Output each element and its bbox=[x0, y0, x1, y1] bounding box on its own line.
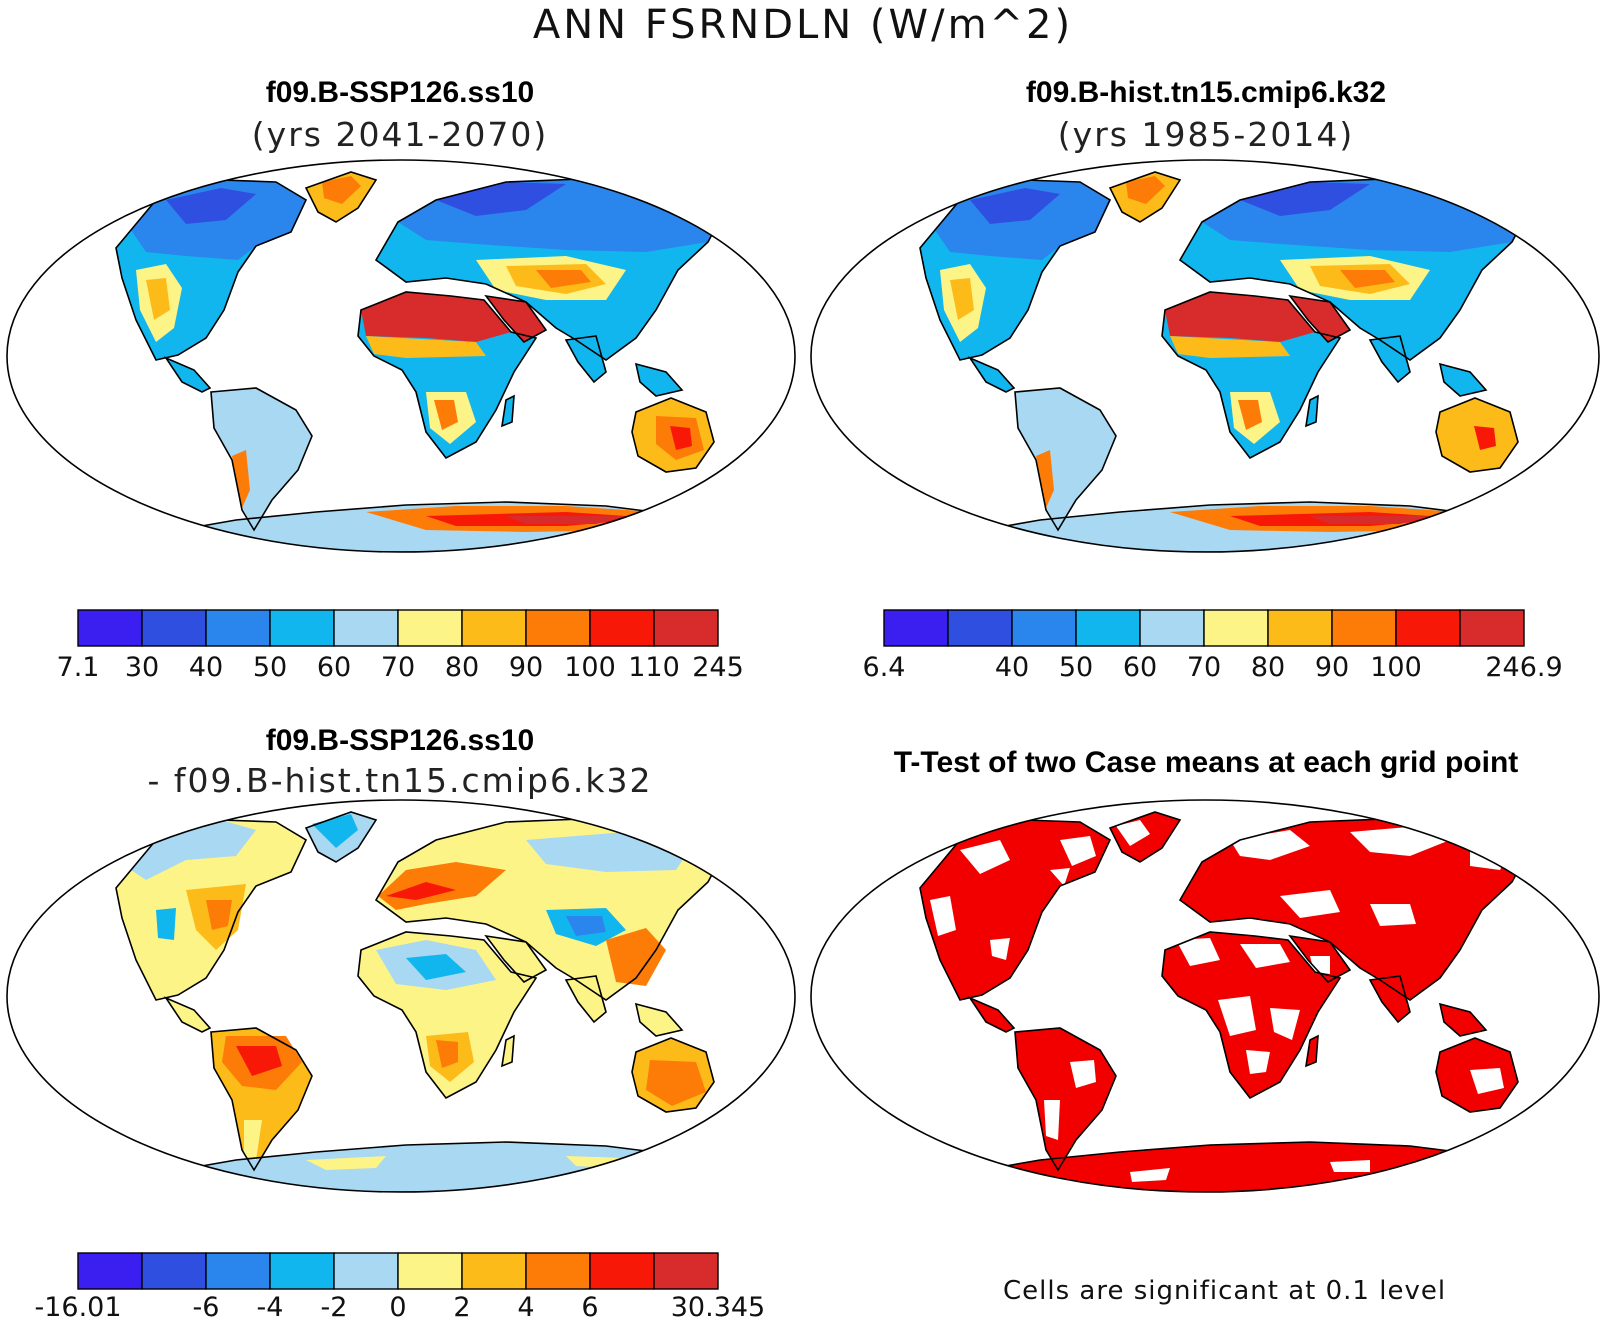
colorbar-label: 7.1 bbox=[56, 652, 100, 683]
figure-title: ANN FSRNDLN (W/m^2) bbox=[532, 2, 1074, 48]
panel-subtitle-bottom-left: - f09.B-hist.tn15.cmip6.k32 bbox=[147, 761, 653, 800]
colorbar-swatch bbox=[653, 1252, 719, 1290]
colorbar-label: 4 bbox=[517, 1292, 535, 1323]
colorbar-label: 50 bbox=[252, 652, 288, 683]
colorbar-label: 50 bbox=[1058, 652, 1094, 683]
colorbar-swatch bbox=[1459, 609, 1525, 647]
colorbar-label: 40 bbox=[994, 652, 1030, 683]
panel-title-top-left: f09.B-SSP126.ss10 bbox=[265, 76, 535, 109]
colorbar-label: 245 bbox=[692, 652, 744, 683]
colorbar-labels-bottom-left: -16.01 -6 -4 -2 0 2 4 6 30.345 bbox=[34, 1292, 765, 1326]
colorbar-label: 2 bbox=[453, 1292, 471, 1323]
map-top-left bbox=[6, 159, 796, 553]
colorbar-swatch bbox=[1203, 609, 1269, 647]
significance-note: Cells are significant at 0.1 level bbox=[1003, 1276, 1447, 1306]
colorbar-swatch bbox=[269, 609, 335, 647]
colorbar-label: 60 bbox=[1122, 652, 1158, 683]
colorbar-label: 70 bbox=[1186, 652, 1222, 683]
colorbar-swatch bbox=[1139, 609, 1205, 647]
colorbar-swatch bbox=[397, 1252, 463, 1290]
colorbar-label: -16.01 bbox=[34, 1292, 122, 1323]
map-top-right bbox=[810, 159, 1600, 553]
colorbar-label: 6.4 bbox=[862, 652, 906, 683]
colorbar-label: -4 bbox=[256, 1292, 284, 1323]
map-bottom-left bbox=[6, 799, 796, 1193]
colorbar-swatch bbox=[589, 1252, 655, 1290]
colorbar-swatch bbox=[141, 1252, 207, 1290]
colorbar-label: 0 bbox=[389, 1292, 407, 1323]
panel-title-bottom-right: T-Test of two Case means at each grid po… bbox=[893, 746, 1519, 779]
colorbar-label: 90 bbox=[1314, 652, 1350, 683]
colorbar-swatch bbox=[525, 1252, 591, 1290]
colorbar-label: 110 bbox=[628, 652, 680, 683]
colorbar-swatch bbox=[333, 1252, 399, 1290]
colorbar-labels-top-left: 7.1 30 40 50 60 70 80 90 100 110 245 bbox=[57, 652, 744, 686]
colorbar-swatch bbox=[1331, 609, 1397, 647]
colorbar-swatch bbox=[269, 1252, 335, 1290]
colorbar-swatch bbox=[461, 1252, 527, 1290]
panel-subtitle-top-right: (yrs 1985-2014) bbox=[1057, 115, 1355, 154]
colorbar-swatch bbox=[525, 609, 591, 647]
colorbar-label: 100 bbox=[564, 652, 616, 683]
colorbar-label: 80 bbox=[1250, 652, 1286, 683]
colorbar-swatch bbox=[947, 609, 1013, 647]
colorbar-swatch bbox=[77, 1252, 143, 1290]
colorbar-label: 30 bbox=[124, 652, 160, 683]
colorbar-swatch bbox=[653, 609, 719, 647]
colorbar-swatch bbox=[589, 609, 655, 647]
colorbar-label: 80 bbox=[444, 652, 480, 683]
colorbar-label: 100 bbox=[1370, 652, 1422, 683]
panel-title-top-right: f09.B-hist.tn15.cmip6.k32 bbox=[1025, 76, 1387, 109]
colorbar-label: 40 bbox=[188, 652, 224, 683]
colorbar-swatch bbox=[883, 609, 949, 647]
colorbar-top-left bbox=[77, 609, 719, 647]
colorbar-swatch bbox=[1011, 609, 1077, 647]
colorbar-swatch bbox=[205, 1252, 271, 1290]
colorbar-label: 60 bbox=[316, 652, 352, 683]
colorbar-label: -2 bbox=[320, 1292, 348, 1323]
colorbar-label: -6 bbox=[192, 1292, 220, 1323]
colorbar-swatch bbox=[141, 609, 207, 647]
colorbar-swatch bbox=[333, 609, 399, 647]
panel-subtitle-top-left: (yrs 2041-2070) bbox=[251, 115, 549, 154]
colorbar-swatch bbox=[461, 609, 527, 647]
colorbar-swatch bbox=[205, 609, 271, 647]
colorbar-label: 30.345 bbox=[670, 1292, 766, 1323]
colorbar-label: 70 bbox=[380, 652, 416, 683]
colorbar-swatch bbox=[1267, 609, 1333, 647]
colorbar-swatch bbox=[1075, 609, 1141, 647]
map-bottom-right bbox=[810, 799, 1600, 1193]
colorbar-label: 90 bbox=[508, 652, 544, 683]
colorbar-swatch bbox=[77, 609, 143, 647]
colorbar-swatch bbox=[397, 609, 463, 647]
colorbar-swatch bbox=[1395, 609, 1461, 647]
panel-title-bottom-left: f09.B-SSP126.ss10 bbox=[265, 724, 535, 757]
colorbar-labels-top-right: 6.4 40 50 60 70 80 90 100 246.9 bbox=[863, 652, 1563, 686]
colorbar-bottom-left bbox=[77, 1252, 719, 1290]
colorbar-label: 6 bbox=[581, 1292, 599, 1323]
colorbar-top-right bbox=[883, 609, 1525, 647]
colorbar-label: 246.9 bbox=[1485, 652, 1563, 683]
